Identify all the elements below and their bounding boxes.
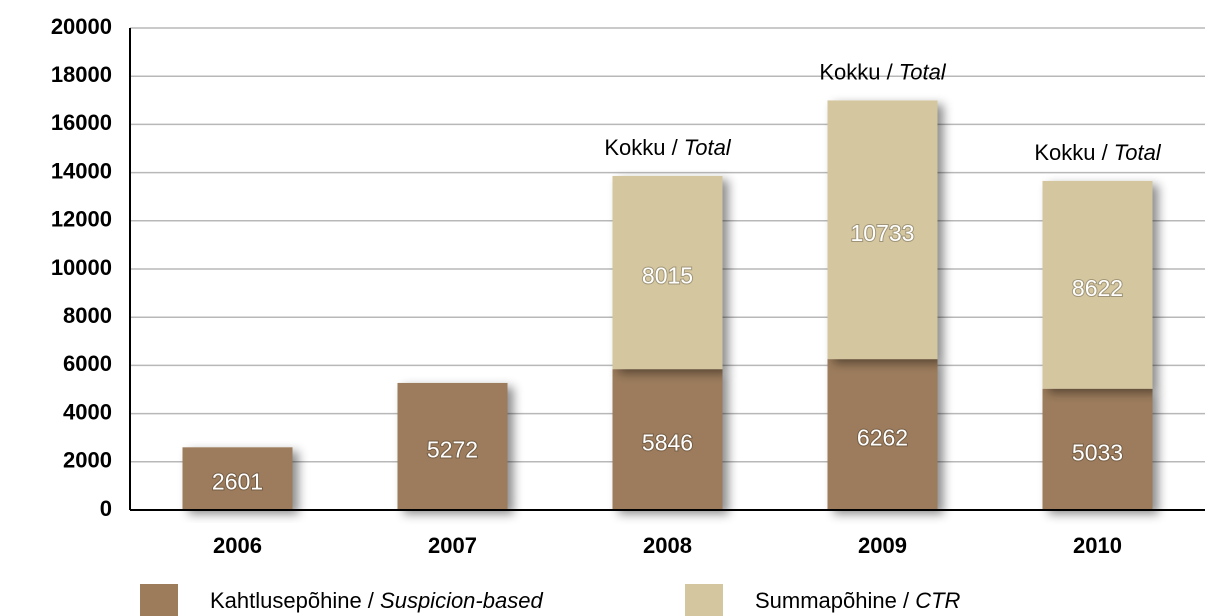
bar-segment — [612, 369, 723, 510]
legend-label: Summapõhine / CTR — [755, 588, 961, 613]
total-label: Kokku / Total — [604, 135, 731, 160]
y-tick-label: 16000 — [51, 110, 112, 135]
legend-swatch — [685, 584, 723, 616]
bar-segment — [612, 175, 723, 370]
total-label: Kokku / Total — [1034, 140, 1161, 165]
value-label: 6262 — [857, 425, 908, 451]
y-tick-label: 0 — [100, 496, 112, 521]
value-label: 5272 — [427, 437, 478, 463]
y-tick-label: 2000 — [63, 448, 112, 473]
y-tick-label: 14000 — [51, 158, 112, 183]
bar-segment — [827, 100, 938, 360]
value-label: 5846 — [642, 430, 693, 456]
bar-segment — [1042, 180, 1153, 389]
value-label: 2601 — [212, 469, 263, 495]
legend-label: Kahtlusepõhine / Suspicion-based — [210, 588, 543, 613]
x-tick-label: 2010 — [1073, 533, 1122, 558]
x-tick-label: 2006 — [213, 533, 262, 558]
legend-swatch — [140, 584, 178, 616]
value-label: 8622 — [1072, 275, 1123, 301]
y-tick-label: 18000 — [51, 62, 112, 87]
bar-segment — [827, 359, 938, 510]
y-tick-label: 20000 — [51, 14, 112, 39]
value-label: 8015 — [642, 263, 693, 289]
y-tick-label: 6000 — [63, 351, 112, 376]
y-tick-label: 10000 — [51, 255, 112, 280]
x-tick-label: 2009 — [858, 533, 907, 558]
y-tick-label: 4000 — [63, 399, 112, 424]
y-tick-label: 12000 — [51, 207, 112, 232]
bar-segment — [182, 447, 293, 510]
x-tick-label: 2008 — [643, 533, 692, 558]
value-label: 5033 — [1072, 439, 1123, 465]
value-label: 10733 — [851, 220, 915, 246]
bar-segment — [1042, 388, 1153, 510]
bar-segment — [397, 382, 508, 510]
total-label: Kokku / Total — [819, 59, 946, 84]
y-tick-label: 8000 — [63, 303, 112, 328]
x-tick-label: 2007 — [428, 533, 477, 558]
